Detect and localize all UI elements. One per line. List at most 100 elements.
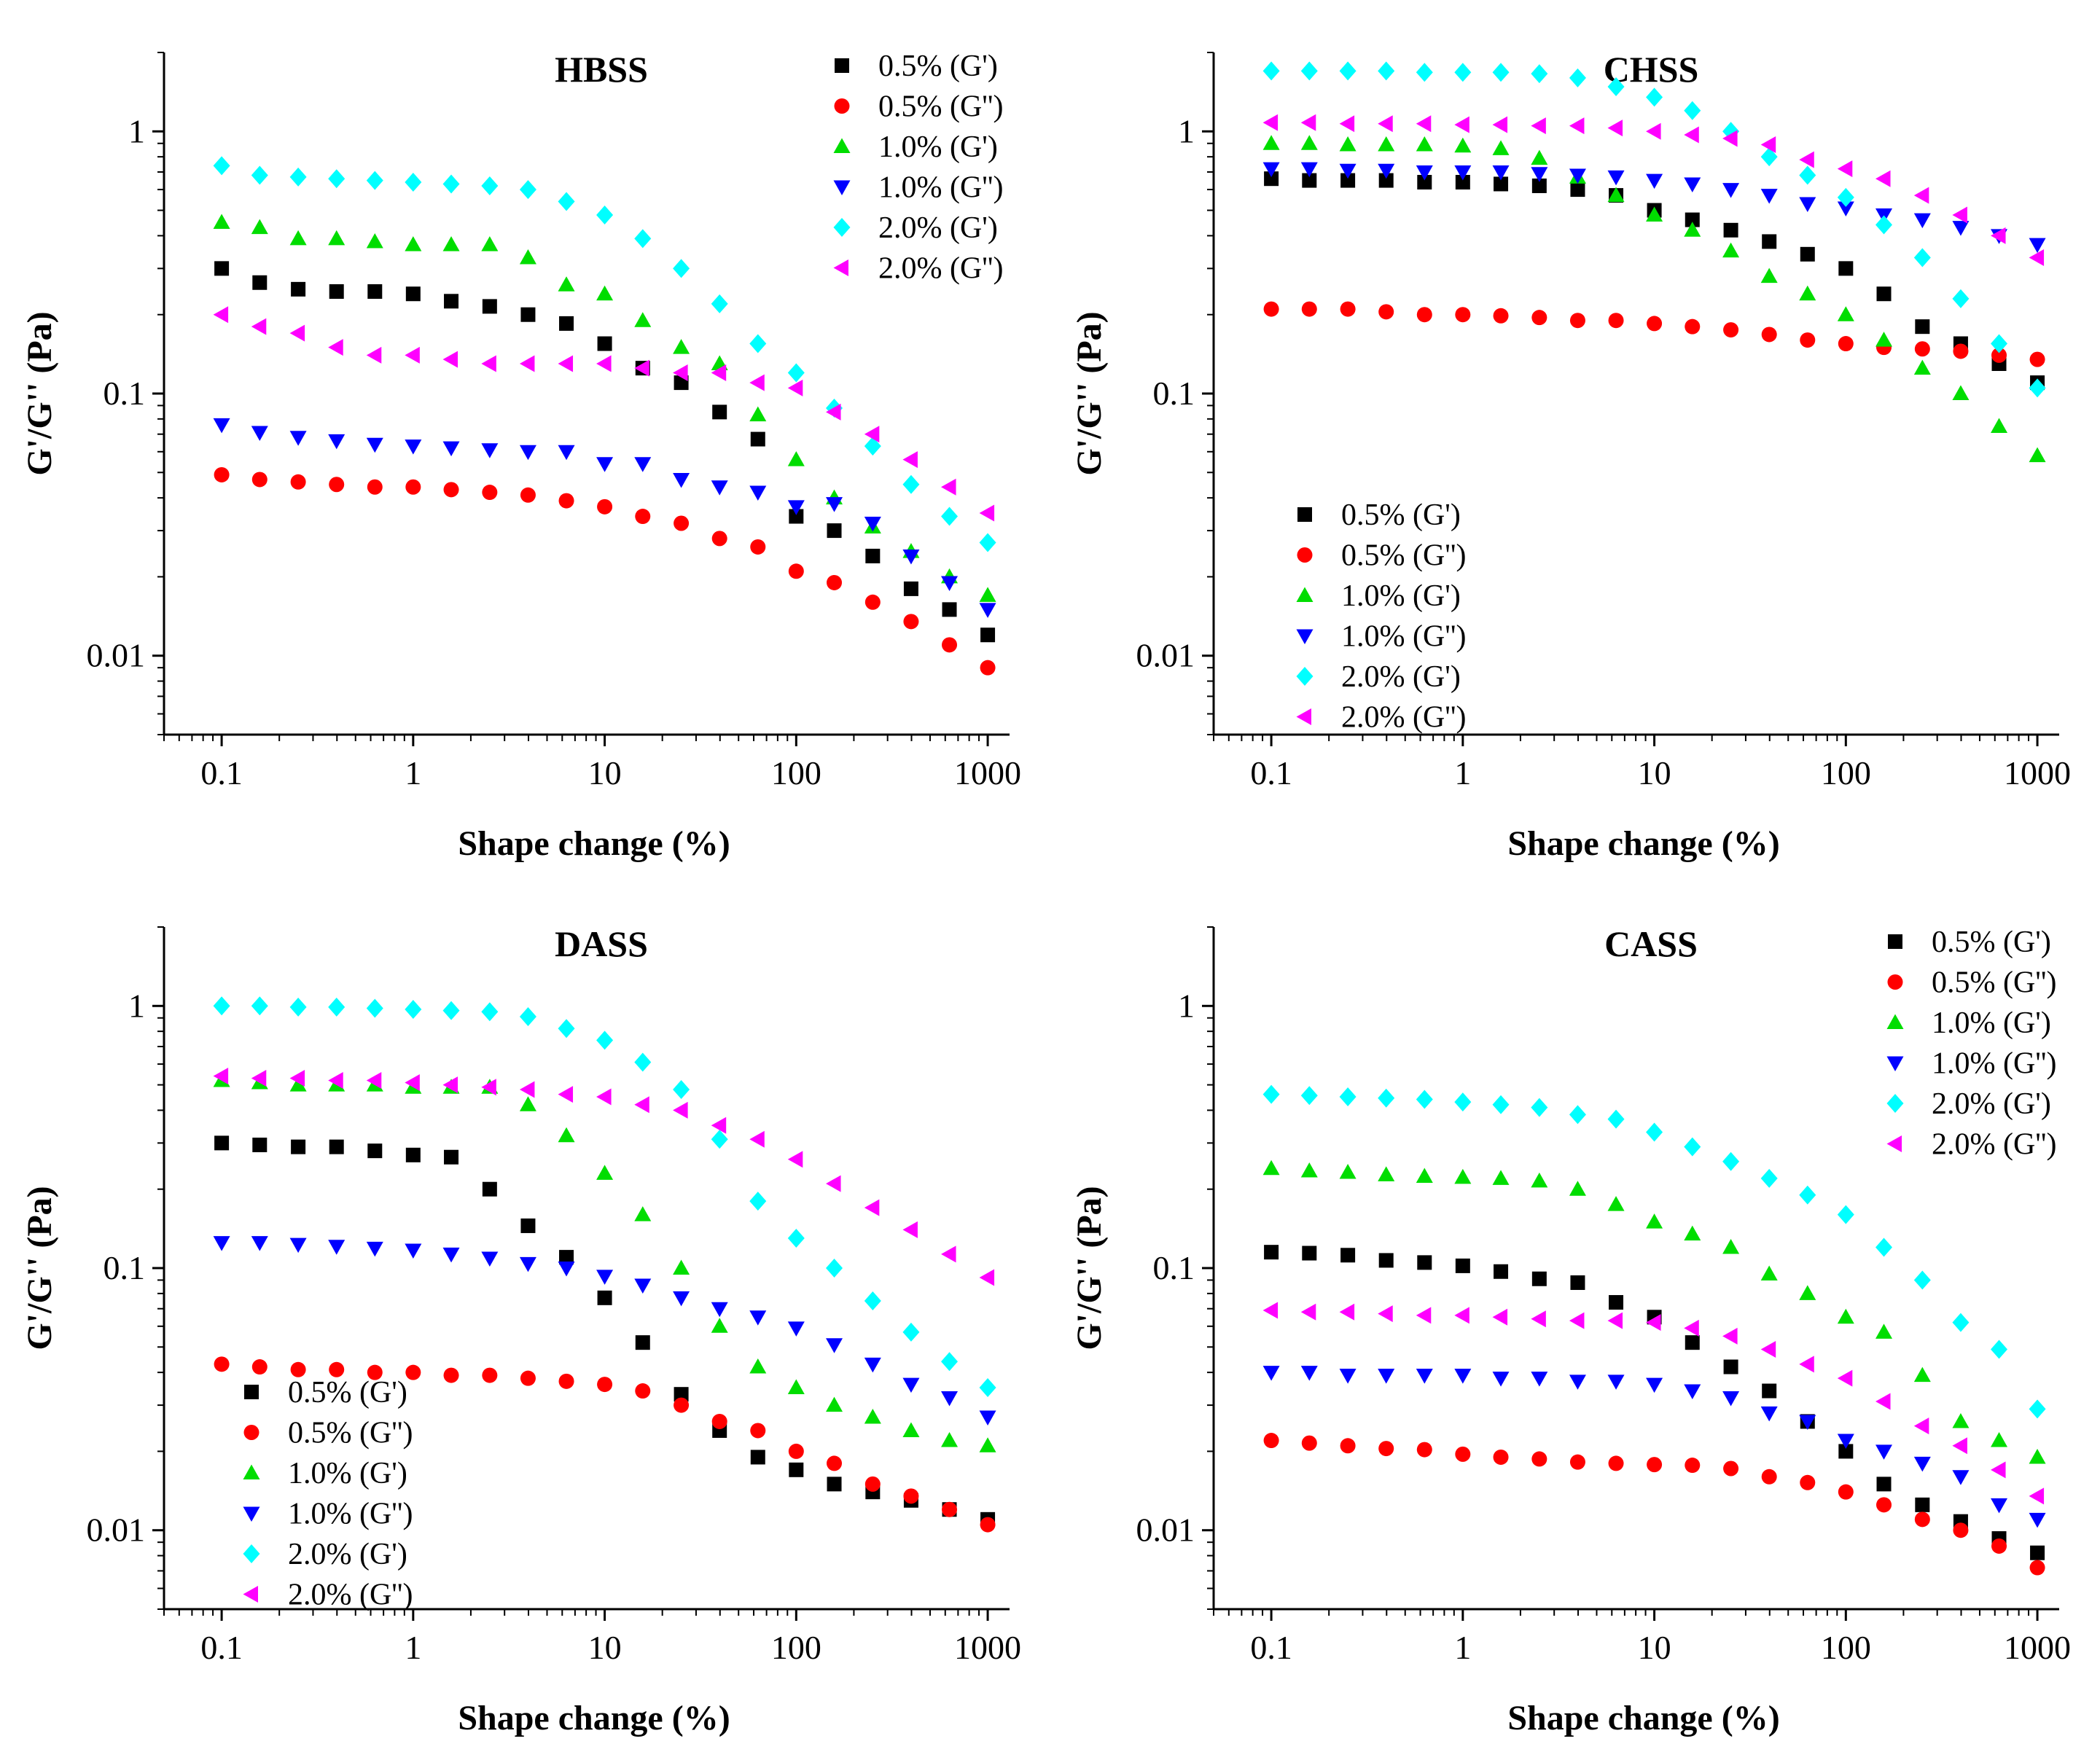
data-point bbox=[902, 1422, 920, 1437]
data-point bbox=[1875, 1237, 1893, 1257]
data-point bbox=[1339, 115, 1355, 133]
data-point bbox=[1417, 175, 1432, 190]
data-point bbox=[214, 466, 230, 482]
data-point bbox=[520, 487, 536, 503]
data-point bbox=[1760, 136, 1776, 153]
legend-marker bbox=[243, 1544, 260, 1563]
data-point bbox=[2029, 238, 2046, 254]
data-point bbox=[481, 236, 499, 251]
data-point bbox=[597, 336, 612, 351]
data-point bbox=[902, 474, 920, 494]
data-point bbox=[596, 205, 614, 224]
data-point bbox=[1837, 187, 1854, 207]
data-point bbox=[1416, 1168, 1433, 1184]
x-axis-title: Shape change (%) bbox=[1507, 1699, 1779, 1737]
data-point bbox=[902, 1377, 920, 1393]
data-point bbox=[864, 594, 881, 610]
legend-entry: 1.0% (G'') bbox=[878, 171, 1003, 205]
data-point bbox=[1913, 213, 1931, 229]
x-tick-label: 10 bbox=[588, 1629, 622, 1666]
data-point bbox=[367, 479, 383, 495]
data-point bbox=[1684, 177, 1701, 192]
x-tick-label: 0.1 bbox=[1250, 754, 1292, 791]
data-point bbox=[1416, 1307, 1432, 1324]
data-point bbox=[902, 1221, 918, 1238]
data-point bbox=[1416, 1369, 1433, 1384]
data-point bbox=[1608, 313, 1624, 329]
legend-entry: 0.5% (G'') bbox=[1932, 966, 2056, 1000]
data-point bbox=[1837, 1308, 1854, 1324]
data-point bbox=[711, 1302, 728, 1318]
legend-marker bbox=[1886, 1094, 1904, 1113]
data-point bbox=[826, 1175, 841, 1192]
data-point bbox=[1378, 163, 1395, 179]
data-point bbox=[711, 1116, 727, 1134]
data-point bbox=[1685, 318, 1701, 335]
data-point bbox=[1300, 114, 1316, 131]
data-point bbox=[903, 614, 919, 630]
data-point bbox=[558, 192, 575, 211]
legend-entry: 0.5% (G') bbox=[288, 1376, 407, 1409]
data-point bbox=[1416, 1442, 1432, 1458]
data-point bbox=[979, 1378, 996, 1398]
data-point bbox=[787, 1321, 805, 1337]
data-point bbox=[1799, 1415, 1816, 1430]
data-point bbox=[1646, 1122, 1663, 1142]
data-point bbox=[673, 364, 688, 382]
data-point bbox=[1913, 248, 1931, 267]
data-point bbox=[289, 230, 307, 246]
legend-marker bbox=[1296, 587, 1314, 602]
legend-marker bbox=[243, 1506, 260, 1522]
data-point bbox=[865, 548, 881, 563]
data-point bbox=[1761, 326, 1777, 343]
data-point bbox=[1607, 1374, 1625, 1390]
data-point bbox=[442, 1247, 460, 1263]
data-point bbox=[558, 355, 574, 372]
data-series bbox=[1262, 1084, 2046, 1419]
data-point bbox=[979, 504, 995, 522]
legend: 0.5% (G') 0.5% (G'') 1.0% (G') 1.0% (G'') 2.… bbox=[1886, 926, 2056, 1162]
data-point bbox=[1340, 301, 1356, 317]
data-point bbox=[596, 457, 614, 472]
data-point bbox=[1300, 162, 1318, 178]
data-point bbox=[1876, 1477, 1892, 1492]
data-point bbox=[674, 1397, 690, 1413]
legend-marker bbox=[244, 1385, 259, 1399]
data-point bbox=[1952, 1313, 1970, 1332]
data-point bbox=[1799, 285, 1816, 301]
data-point bbox=[787, 379, 803, 396]
data-point bbox=[1684, 101, 1701, 120]
data-point bbox=[902, 1322, 920, 1342]
data-series bbox=[1262, 162, 2046, 254]
data-point bbox=[1302, 1245, 1317, 1261]
data-point bbox=[443, 1367, 459, 1383]
data-point bbox=[864, 1476, 881, 1492]
data-point bbox=[559, 1250, 574, 1265]
data-point bbox=[1646, 122, 1661, 140]
data-point bbox=[1722, 130, 1738, 147]
data-point bbox=[1569, 68, 1586, 87]
y-tick-label: 0.1 bbox=[104, 375, 146, 412]
data-point bbox=[634, 359, 649, 377]
data-point bbox=[826, 1338, 843, 1353]
panel-title: HBSS bbox=[555, 49, 648, 90]
data-point bbox=[405, 1147, 421, 1162]
data-point bbox=[711, 1318, 728, 1333]
data-point bbox=[1684, 222, 1701, 237]
legend-entry: 2.0% (G') bbox=[878, 211, 998, 245]
data-point bbox=[444, 294, 459, 309]
data-point bbox=[903, 1488, 919, 1504]
data-point bbox=[1339, 1164, 1357, 1179]
data-point bbox=[1684, 1137, 1701, 1157]
data-point bbox=[214, 261, 230, 276]
data-point bbox=[1800, 332, 1816, 348]
data-point bbox=[864, 437, 881, 456]
data-point bbox=[596, 1088, 612, 1106]
data-point bbox=[1531, 1372, 1548, 1387]
legend-marker bbox=[1886, 1135, 1902, 1152]
legend-marker bbox=[1886, 1056, 1904, 1071]
data-series bbox=[213, 996, 996, 1398]
data-point bbox=[481, 1079, 496, 1096]
data-point bbox=[1914, 1512, 1930, 1528]
data-point bbox=[1876, 286, 1892, 302]
